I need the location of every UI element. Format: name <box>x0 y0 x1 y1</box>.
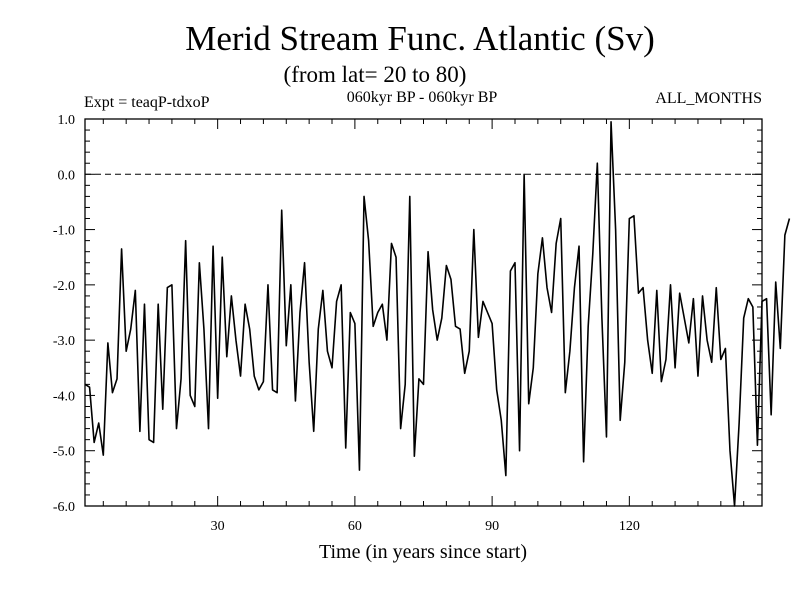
x-tick-label: 120 <box>619 519 640 534</box>
y-tick-label: 1.0 <box>58 113 76 128</box>
x-tick-label: 30 <box>211 519 225 534</box>
period-label: 060kyr BP - 060kyr BP <box>347 89 498 106</box>
series-line <box>84 120 791 507</box>
x-tick-label: 90 <box>485 519 499 534</box>
chart-subtitle: (from lat= 20 to 80) <box>284 62 467 87</box>
y-tick-label: -1.0 <box>53 224 75 239</box>
x-axis-label: Time (in years since start) <box>319 541 527 563</box>
x-tick-label: 60 <box>348 519 362 534</box>
y-tick-label: -2.0 <box>53 279 75 294</box>
y-tick-label: -6.0 <box>53 500 75 515</box>
y-tick-label: 0.0 <box>58 168 76 183</box>
chart-title: Merid Stream Func. Atlantic (Sv) <box>185 19 655 58</box>
months-label: ALL_MONTHS <box>655 90 762 107</box>
plot-frame <box>84 118 763 507</box>
experiment-label: Expt = teaqP-tdxoP <box>84 94 210 111</box>
y-tick-label: -5.0 <box>53 445 75 460</box>
y-tick-label: -4.0 <box>53 389 75 404</box>
y-tick-label: -3.0 <box>53 334 75 349</box>
